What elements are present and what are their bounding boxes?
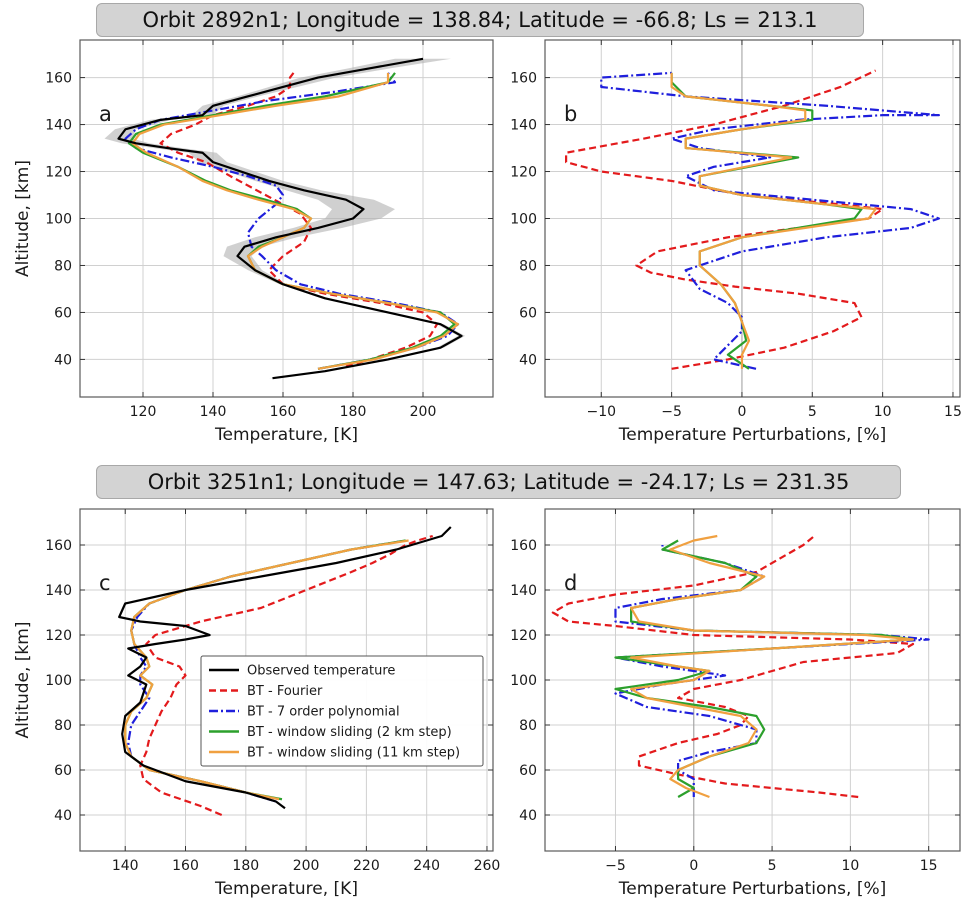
y-tick-label: 140	[510, 583, 537, 599]
x-tick-label: 5	[768, 858, 777, 874]
plot-area	[551, 534, 930, 799]
series-line-fourier	[551, 535, 915, 799]
x-tick-label: 200	[293, 858, 320, 874]
x-tick-label: −5	[605, 858, 626, 874]
series-line-sw2	[614, 539, 915, 798]
y-tick-label: 120	[510, 628, 537, 644]
y-tick-label: 100	[510, 673, 537, 689]
series-line-fourier	[139, 534, 434, 817]
y-tick-label: 160	[510, 538, 537, 554]
legend-label: BT - 7 order polynomial	[247, 705, 400, 720]
y-tick-label: 40	[519, 808, 537, 824]
series-line-sw11	[630, 534, 915, 799]
x-tick-label: 260	[474, 858, 501, 874]
x-tick-label: 140	[200, 404, 227, 420]
y-tick-label: 40	[54, 352, 72, 368]
panel-letter: a	[99, 102, 112, 126]
x-axis-label: Temperature Perturbations, [%]	[618, 879, 886, 899]
x-tick-label: 200	[410, 404, 437, 420]
y-tick-label: 60	[519, 305, 537, 321]
panel-b: −10 −5 0 5 10 15 40 60 80 100 120 140 160 Temperature…	[510, 39, 962, 445]
x-tick-label: 160	[270, 404, 297, 420]
y-tick-label: 40	[54, 808, 72, 824]
plot-area	[565, 69, 940, 370]
series-line-obs	[118, 526, 452, 810]
x-axis-label: Temperature, [K]	[214, 879, 358, 899]
y-tick-label: 60	[54, 763, 72, 779]
y-tick-label: 80	[519, 718, 537, 734]
x-tick-label: 240	[413, 858, 440, 874]
x-tick-label: 0	[689, 858, 698, 874]
x-tick-label: −5	[661, 404, 682, 420]
y-tick-label: 140	[45, 118, 72, 134]
x-tick-label: 140	[112, 858, 139, 874]
panel-letter: c	[99, 571, 111, 595]
y-tick-label: 100	[510, 212, 537, 228]
y-tick-label: 160	[510, 71, 537, 87]
plot-area	[104, 57, 465, 380]
y-tick-label: 100	[45, 673, 72, 689]
x-tick-label: 120	[130, 404, 157, 420]
x-tick-label: 15	[920, 858, 938, 874]
series-line-sw11	[131, 72, 460, 370]
x-tick-label: 180	[232, 858, 259, 874]
y-tick-label: 140	[45, 583, 72, 599]
y-tick-label: 80	[54, 258, 72, 274]
y-tick-label: 120	[45, 165, 72, 181]
y-tick-label: 100	[45, 212, 72, 228]
panel-a: 120 140 160 180 200 40 60 80 100 120 140 160 Tempera…	[13, 39, 494, 445]
x-tick-label: 180	[340, 404, 367, 420]
y-tick-label: 160	[45, 71, 72, 87]
x-tick-label: 0	[737, 404, 746, 420]
y-tick-label: 80	[519, 258, 537, 274]
chart-title-top: Orbit 2892n1; Longitude = 138.84; Latitu…	[96, 3, 864, 37]
y-tick-label: 60	[54, 305, 72, 321]
panel-letter: d	[564, 571, 577, 595]
y-tick-label: 120	[45, 628, 72, 644]
legend-box	[200, 655, 484, 767]
y-tick-label: 160	[45, 538, 72, 554]
x-tick-label: 160	[172, 858, 199, 874]
y-axis-label: Altitude, [km]	[13, 622, 33, 739]
y-tick-label: 60	[519, 763, 537, 779]
y-axis-label: Altitude, [km]	[13, 160, 33, 277]
legend-label: BT - window sliding (11 km step)	[247, 746, 460, 761]
legend-label: Observed temperature	[247, 664, 395, 679]
y-tick-label: 80	[54, 718, 72, 734]
legend-label: BT - Fourier	[247, 684, 323, 699]
panel-letter: b	[564, 102, 577, 126]
panel-c: 140 160 180 200 220 240 260 40 60 80 100 120 140 160 T…	[13, 508, 501, 899]
x-tick-label: 220	[353, 858, 380, 874]
x-tick-label: 10	[874, 404, 892, 420]
chart-title-bottom: Orbit 3251n1; Longitude = 147.63; Latitu…	[96, 465, 901, 499]
legend: Observed temperature BT - Fourier BT - 7 o…	[200, 655, 484, 767]
y-tick-label: 40	[519, 352, 537, 368]
y-tick-label: 140	[510, 118, 537, 134]
series-line-sw11	[670, 72, 877, 369]
series-line-obs	[117, 57, 463, 380]
plot-area	[118, 526, 452, 817]
x-axis-label: Temperature Perturbations, [%]	[618, 425, 886, 445]
panel-d: −5 0 5 10 15 40 60 80 100 120 140 160 Temperature Pe…	[510, 508, 961, 899]
x-tick-label: −10	[586, 404, 616, 420]
x-tick-label: 10	[841, 858, 859, 874]
legend-label: BT - window sliding (2 km step)	[247, 725, 452, 740]
series-line-poly	[600, 71, 940, 370]
x-tick-label: 15	[944, 404, 962, 420]
series-line-fourier	[565, 69, 884, 370]
x-axis-label: Temperature, [K]	[214, 425, 358, 445]
x-tick-label: 5	[808, 404, 817, 420]
y-tick-label: 120	[510, 165, 537, 181]
